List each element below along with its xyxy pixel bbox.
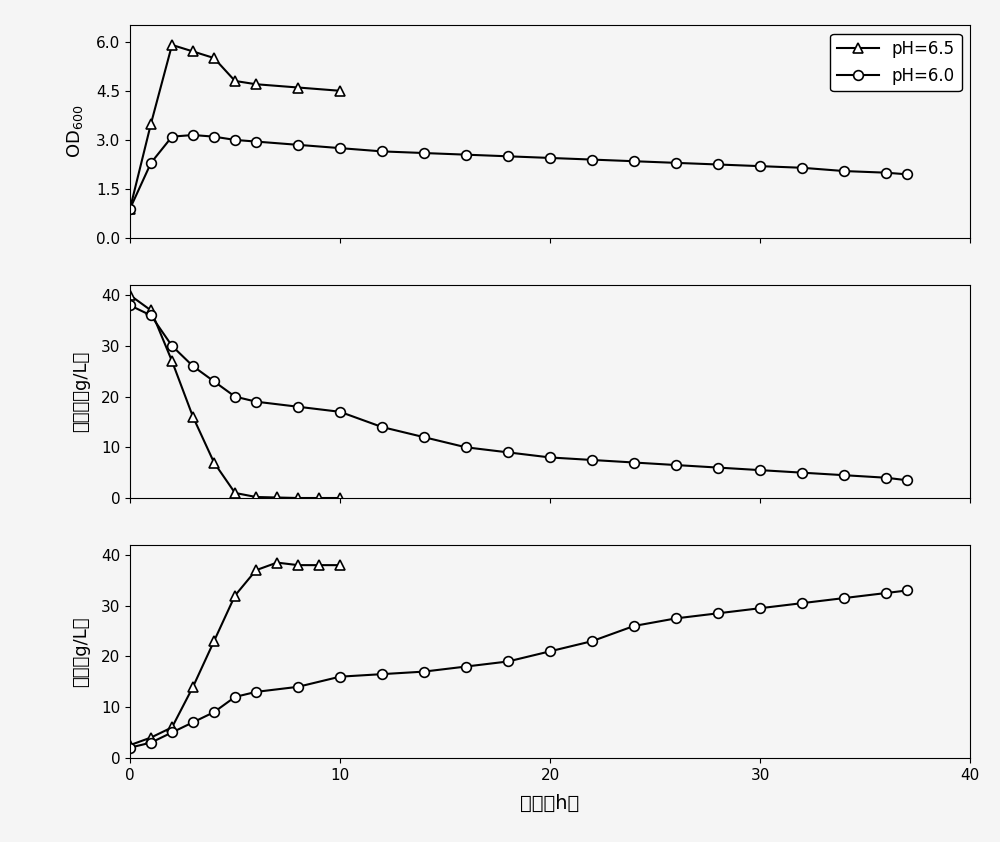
pH=6.5 <box>229 76 241 86</box>
pH=6.0 <box>502 152 514 162</box>
Line: pH=6.5: pH=6.5 <box>125 40 345 214</box>
pH=6.5 <box>208 53 220 63</box>
pH=6.5 <box>166 40 178 50</box>
pH=6.0 <box>334 143 346 153</box>
pH=6.0 <box>229 135 241 145</box>
pH=6.0 <box>901 169 913 179</box>
X-axis label: 时间（h）: 时间（h） <box>520 794 580 813</box>
pH=6.0 <box>124 204 136 214</box>
Y-axis label: 乳酸（g/L）: 乳酸（g/L） <box>72 616 90 686</box>
pH=6.0 <box>628 156 640 166</box>
pH=6.5 <box>334 86 346 96</box>
pH=6.0 <box>166 131 178 141</box>
pH=6.0 <box>712 159 724 169</box>
pH=6.5 <box>124 204 136 214</box>
pH=6.0 <box>292 140 304 150</box>
pH=6.0 <box>250 136 262 147</box>
pH=6.0 <box>670 157 682 168</box>
pH=6.0 <box>418 148 430 158</box>
Y-axis label: OD$_{600}$: OD$_{600}$ <box>65 105 85 158</box>
pH=6.0 <box>586 155 598 165</box>
pH=6.0 <box>145 157 157 168</box>
pH=6.0 <box>880 168 892 178</box>
Legend: pH=6.5, pH=6.0: pH=6.5, pH=6.0 <box>830 34 962 91</box>
pH=6.0 <box>208 131 220 141</box>
pH=6.0 <box>796 163 808 173</box>
pH=6.0 <box>754 161 766 171</box>
pH=6.0 <box>460 150 472 160</box>
pH=6.0 <box>544 153 556 163</box>
pH=6.0 <box>376 147 388 157</box>
pH=6.5 <box>187 46 199 56</box>
Y-axis label: 葡萄糖（g/L）: 葡萄糖（g/L） <box>72 351 90 432</box>
pH=6.5 <box>292 83 304 93</box>
pH=6.0 <box>838 166 850 176</box>
pH=6.0 <box>187 130 199 140</box>
Line: pH=6.0: pH=6.0 <box>125 131 912 214</box>
pH=6.5 <box>250 79 262 89</box>
pH=6.5 <box>145 119 157 129</box>
